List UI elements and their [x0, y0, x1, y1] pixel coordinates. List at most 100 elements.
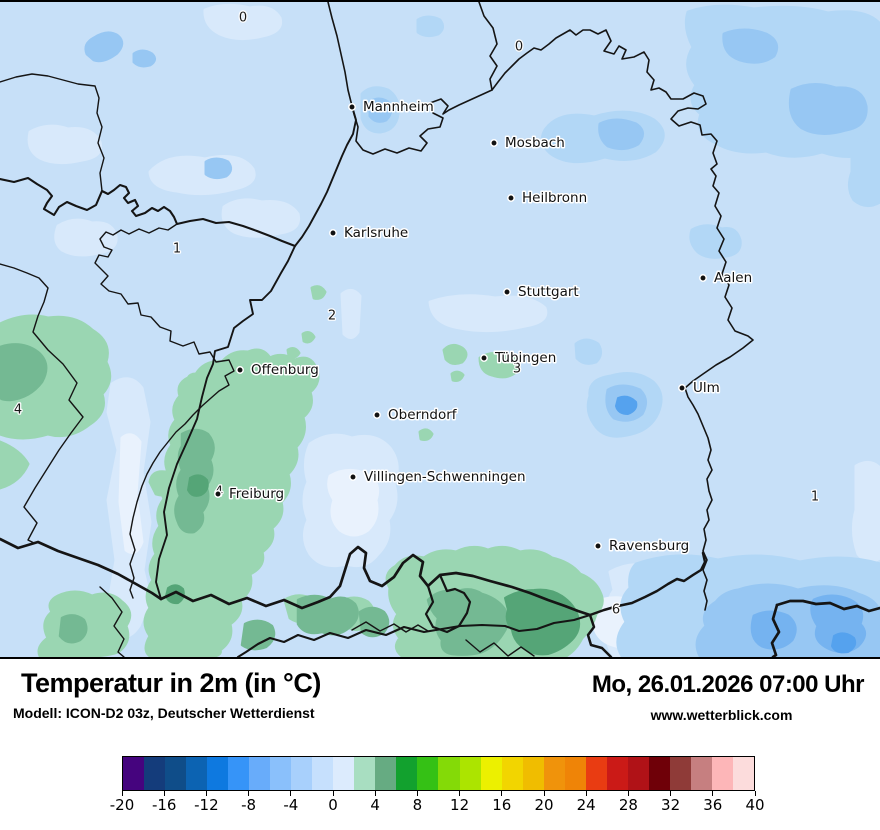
city-marker: Mannheim — [348, 98, 435, 117]
temperature-value-label: 3 — [513, 362, 521, 377]
city-marker: Ravensburg — [594, 537, 691, 556]
city-label: Offenburg — [251, 362, 319, 378]
colorbar-tick-label: 16 — [492, 796, 512, 814]
temperature-value-label: 1 — [173, 242, 181, 257]
colorbar-tickmark — [712, 791, 714, 796]
colorbar-tick-label: 36 — [703, 796, 723, 814]
city-label: Heilbronn — [522, 190, 587, 206]
city-dot — [236, 366, 244, 374]
city-label: Freiburg — [229, 486, 284, 502]
colorbar-tickmark — [248, 791, 250, 796]
colorbar-segment — [564, 757, 586, 790]
colorbar-segment — [186, 757, 208, 790]
temperature-value-label: 1 — [811, 490, 819, 505]
city-label: Tübingen — [494, 350, 556, 366]
forecast-datetime: Mo, 26.01.2026 07:00 Uhr — [591, 671, 865, 698]
colorbar-segment — [606, 757, 628, 790]
colorbar-tick-label: 28 — [618, 796, 638, 814]
colorbar-segment — [165, 757, 187, 790]
colorbar-segment — [522, 757, 544, 790]
colorbar-segment — [123, 757, 145, 790]
city-label: Villingen-Schwenningen — [364, 469, 526, 485]
colorbar-tickmark — [627, 791, 629, 796]
colorbar-tick-label: -4 — [283, 796, 299, 814]
colorbar-segment — [396, 757, 418, 790]
temperature-value-label: 0 — [239, 11, 247, 26]
colorbar-segment — [648, 757, 670, 790]
temperature-map: 001234416 MannheimMosbachHeilbronnKarlsr… — [0, 2, 880, 657]
colorbar-tick-label: 24 — [576, 796, 596, 814]
colorbar-tick-label: 4 — [370, 796, 380, 814]
colorbar-tick-label: 32 — [661, 796, 681, 814]
colorbar-segment — [690, 757, 712, 790]
colorbar-segment — [417, 757, 439, 790]
colorbar-tickmark — [332, 791, 334, 796]
city-marker: Mosbach — [490, 134, 566, 153]
colorbar-tickmark — [585, 791, 587, 796]
city-marker: Villingen-Schwenningen — [349, 468, 527, 487]
map-border-lines — [0, 2, 880, 657]
city-markers-layer: Mannheim Mosbach Heilbronn Karlsruhe Stuttga… — [214, 98, 754, 556]
colorbar-tickmark — [163, 791, 165, 796]
city-label: Mosbach — [505, 135, 565, 151]
page-title: Temperatur in 2m (in °C) — [21, 668, 321, 698]
city-marker: Tübingen — [480, 349, 558, 368]
colorbar-tickmark — [459, 791, 461, 796]
colorbar-segment — [375, 757, 397, 790]
city-dot — [348, 103, 356, 111]
colorbar-segment — [438, 757, 460, 790]
city-dot — [214, 490, 222, 498]
colorbar-tick-label: -8 — [241, 796, 257, 814]
colorbar-segment — [501, 757, 523, 790]
colorbar-tick-label: 0 — [328, 796, 338, 814]
colorbar-segment — [480, 757, 502, 790]
colorbar-segment — [249, 757, 271, 790]
colorbar-tickmark — [543, 791, 545, 796]
city-label: Ravensburg — [609, 538, 689, 554]
city-marker: Aalen — [699, 269, 754, 288]
colorbar-segment — [207, 757, 229, 790]
city-dot — [699, 274, 707, 282]
city-dot — [594, 542, 602, 550]
colorbar-tick-label: -12 — [194, 796, 219, 814]
city-marker: Offenburg — [236, 361, 320, 380]
city-label: Oberndorf — [388, 407, 458, 423]
city-dot — [329, 229, 337, 237]
city-dot — [678, 384, 686, 392]
city-marker: Stuttgart — [503, 283, 580, 302]
city-dot — [373, 411, 381, 419]
colorbar-tickmark — [374, 791, 376, 796]
city-label: Aalen — [714, 270, 752, 286]
map-footer: Temperatur in 2m (in °C) Modell: ICON-D2… — [0, 659, 880, 828]
colorbar-segment — [627, 757, 649, 790]
colorbar-segment — [144, 757, 166, 790]
map-temperature-patches — [0, 3, 880, 657]
colorbar-segment — [333, 757, 355, 790]
city-dot — [349, 473, 357, 481]
city-marker: Ulm — [678, 379, 721, 398]
colorbar-segment — [669, 757, 691, 790]
map-area: 001234416 MannheimMosbachHeilbronnKarlsr… — [0, 0, 880, 659]
temperature-value-label: 0 — [515, 40, 523, 55]
colorbar-tickmark — [290, 791, 292, 796]
city-marker: Oberndorf — [373, 406, 459, 425]
city-marker: Heilbronn — [507, 189, 589, 208]
city-label: Mannheim — [363, 99, 434, 115]
city-label: Ulm — [693, 380, 720, 396]
colorbar-segment — [312, 757, 334, 790]
temperature-value-label: 2 — [328, 309, 336, 324]
colorbar-tick-label: 40 — [745, 796, 765, 814]
colorbar-segment — [228, 757, 250, 790]
city-dot — [480, 354, 488, 362]
model-info: Modell: ICON-D2 03z, Deutscher Wetterdie… — [13, 705, 315, 721]
colorbar-segment — [732, 757, 754, 790]
colorbar-tickmark — [754, 791, 756, 796]
temperature-colorbar — [122, 756, 755, 791]
colorbar-tickmark — [501, 791, 503, 796]
colorbar-segment — [291, 757, 313, 790]
colorbar-tick-label: 20 — [534, 796, 554, 814]
colorbar-tickmark — [205, 791, 207, 796]
colorbar-tick-label: 8 — [412, 796, 423, 814]
website-url: www.wetterblick.com — [650, 707, 793, 723]
